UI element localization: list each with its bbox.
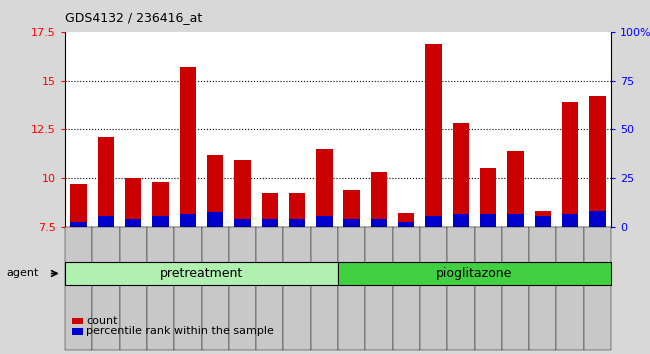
Bar [179,214,196,227]
Text: agent: agent [6,268,39,279]
Bar [343,190,360,227]
Bar [398,213,415,227]
Bar [425,44,442,227]
Bar [507,151,524,227]
Bar [370,219,387,227]
Bar [152,182,169,227]
Bar [261,219,278,227]
Bar [98,137,114,227]
Bar [425,216,442,227]
Bar [589,96,606,227]
Bar [562,102,578,227]
Text: count: count [86,316,118,326]
Bar [480,168,497,227]
Bar [452,214,469,227]
Bar [98,216,114,227]
Bar [125,178,142,227]
Bar [207,212,224,227]
Bar [234,160,251,227]
Bar [370,172,387,227]
Text: pretreatment: pretreatment [160,267,243,280]
Text: pioglitazone: pioglitazone [436,267,513,280]
Bar [289,193,306,227]
Bar [562,214,578,227]
Bar [316,149,333,227]
Bar [507,214,524,227]
Bar [70,184,87,227]
Bar [343,219,360,227]
Bar [534,211,551,227]
Bar [480,214,497,227]
Text: GDS4132 / 236416_at: GDS4132 / 236416_at [65,11,202,24]
Bar [70,222,87,227]
Bar [207,154,224,227]
Bar [534,216,551,227]
Bar [234,219,251,227]
Bar [152,216,169,227]
Bar [589,211,606,227]
Bar [452,124,469,227]
Bar [261,193,278,227]
Bar [125,219,142,227]
Bar [179,67,196,227]
Bar [398,222,415,227]
Bar [289,219,306,227]
Bar [316,216,333,227]
Text: percentile rank within the sample: percentile rank within the sample [86,326,274,336]
